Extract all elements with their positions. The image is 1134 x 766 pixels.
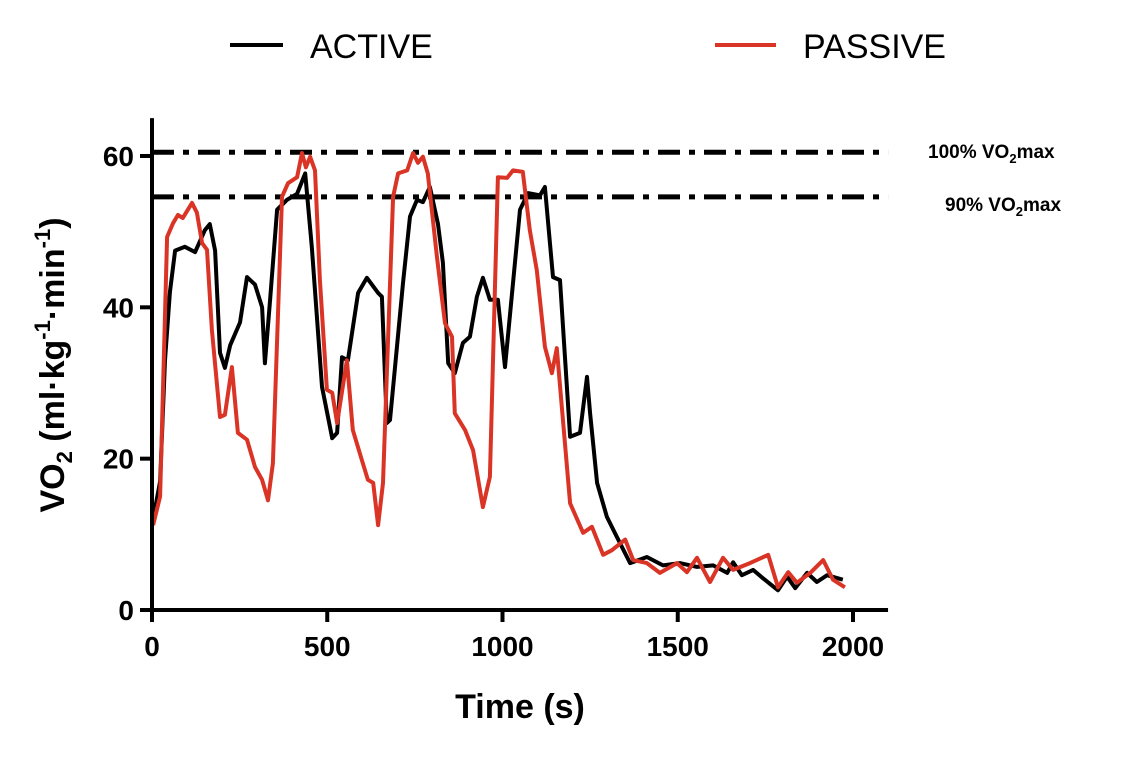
x-tick-label: 1500 xyxy=(647,631,709,662)
x-tick-label: 500 xyxy=(304,631,351,662)
y-tick-label: 40 xyxy=(103,292,134,323)
reference-line-label: 100% VO2max xyxy=(928,142,1055,166)
y-tick-label: 20 xyxy=(103,444,134,475)
series-line-active xyxy=(150,171,844,593)
series-line-passive xyxy=(151,151,846,590)
x-tick-label: 1000 xyxy=(471,631,533,662)
series-lines xyxy=(150,151,846,593)
legend: ACTIVE PASSIVE xyxy=(230,28,946,66)
legend-label-active: ACTIVE xyxy=(310,28,433,66)
x-tick-label: 2000 xyxy=(822,631,884,662)
y-tick-label: 0 xyxy=(118,595,134,626)
x-axis-label: Time (s) xyxy=(455,688,585,726)
axes: 0 500 1000 1500 2000 0 20 40 60 xyxy=(103,118,889,662)
y-tick-label: 60 xyxy=(103,141,134,172)
legend-label-passive: PASSIVE xyxy=(803,28,946,66)
reference-line-label: 90% VO2max xyxy=(945,195,1061,219)
reference-lines: 100% VO2max 90% VO2max xyxy=(152,142,1061,219)
y-axis-label: VO2 (ml·kg-1·min-1) xyxy=(30,217,77,512)
x-tick-label: 0 xyxy=(144,631,160,662)
